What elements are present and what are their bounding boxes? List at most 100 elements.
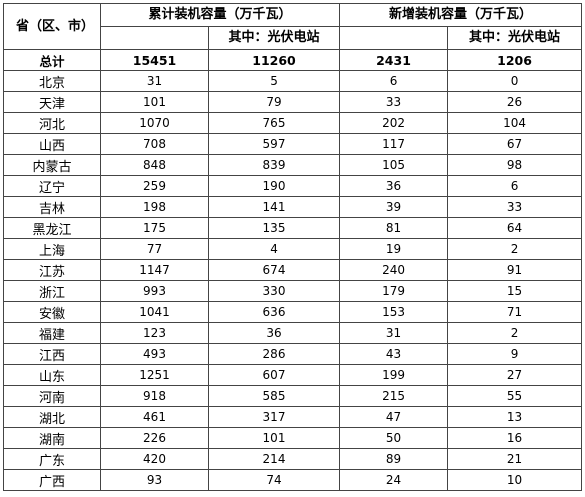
new-pv-cell: 55 <box>447 385 583 407</box>
new-pv-cell: 2 <box>447 238 583 260</box>
province-name: 天津 <box>3 91 101 113</box>
cum-total-cell: 848 <box>100 154 209 176</box>
new-total-cell: 240 <box>339 259 449 281</box>
province-name: 河南 <box>3 385 101 407</box>
cum-pv-cell: 4 <box>207 238 341 260</box>
new-total-cell: 81 <box>339 217 449 239</box>
cum-pv-cell: 636 <box>207 301 341 323</box>
cum-total-cell: 708 <box>100 133 209 155</box>
table-row: 河南 918 585 215 55 <box>3 385 583 407</box>
cum-pv-cell: 101 <box>207 427 341 449</box>
cumulative-pv-header: 其中：光伏电站 <box>207 26 341 50</box>
new-header: 新增装机容量（万千瓦） <box>339 3 583 27</box>
cum-pv-cell: 330 <box>207 280 341 302</box>
table-row: 江西 493 286 43 9 <box>3 343 583 365</box>
table-row: 湖北 461 317 47 13 <box>3 406 583 428</box>
cum-pv-cell: 317 <box>207 406 341 428</box>
province-name: 福建 <box>3 322 101 344</box>
new-pv-cell: 6 <box>447 175 583 197</box>
cum-pv-cell: 135 <box>207 217 341 239</box>
new-total-cell: 19 <box>339 238 449 260</box>
cum-pv-cell: 190 <box>207 175 341 197</box>
cum-pv-cell: 79 <box>207 91 341 113</box>
region-header: 省（区、市） <box>3 3 101 50</box>
cum-total-cell: 420 <box>100 448 209 470</box>
table-row: 广西 93 74 24 10 <box>3 469 583 491</box>
new-total-cell: 24 <box>339 469 449 491</box>
cum-total-cell: 493 <box>100 343 209 365</box>
capacity-table: 省（区、市） 累计装机容量（万千瓦） 新增装机容量（万千瓦） 其中：光伏电站 其… <box>3 3 583 491</box>
province-name: 山东 <box>3 364 101 386</box>
cum-pv-cell: 141 <box>207 196 341 218</box>
cum-total-cell: 1041 <box>100 301 209 323</box>
new-pv-cell: 64 <box>447 217 583 239</box>
new-pv-cell: 9 <box>447 343 583 365</box>
table-row: 内蒙古 848 839 105 98 <box>3 154 583 176</box>
cum-pv-cell: 607 <box>207 364 341 386</box>
new-total-cell: 43 <box>339 343 449 365</box>
cumulative-blank-header <box>100 26 209 50</box>
new-total-cell: 39 <box>339 196 449 218</box>
new-total-cell: 31 <box>339 322 449 344</box>
table-row: 吉林 198 141 39 33 <box>3 196 583 218</box>
cum-pv-cell: 765 <box>207 112 341 134</box>
province-name: 广东 <box>3 448 101 470</box>
province-name: 河北 <box>3 112 101 134</box>
cum-total-cell: 259 <box>100 175 209 197</box>
cum-total-cell: 93 <box>100 469 209 491</box>
new-total-cell: 47 <box>339 406 449 428</box>
province-name: 江西 <box>3 343 101 365</box>
new-pv-header: 其中：光伏电站 <box>447 26 583 50</box>
new-pv-cell: 98 <box>447 154 583 176</box>
new-total-cell: 36 <box>339 175 449 197</box>
table-row: 湖南 226 101 50 16 <box>3 427 583 449</box>
cum-pv-cell: 839 <box>207 154 341 176</box>
cum-total-cell: 993 <box>100 280 209 302</box>
new-pv-cell: 67 <box>447 133 583 155</box>
new-total-cell: 33 <box>339 91 449 113</box>
new-total-cell: 153 <box>339 301 449 323</box>
cum-total-cell: 1147 <box>100 259 209 281</box>
province-name: 山西 <box>3 133 101 155</box>
cum-pv-cell: 597 <box>207 133 341 155</box>
province-name: 安徽 <box>3 301 101 323</box>
new-total-cell: 215 <box>339 385 449 407</box>
region-header-text: 省（区、市） <box>16 18 95 34</box>
table-row: 黑龙江 175 135 81 64 <box>3 217 583 239</box>
new-pv-cell: 104 <box>447 112 583 134</box>
cum-total-cell: 1070 <box>100 112 209 134</box>
total-row: 总计 15451 11260 2431 1206 <box>3 49 583 71</box>
cum-total-cell: 198 <box>100 196 209 218</box>
new-pv-cell: 13 <box>447 406 583 428</box>
cum-total-cell: 101 <box>100 91 209 113</box>
total-cum-pv: 11260 <box>207 49 341 71</box>
province-name: 北京 <box>3 70 101 92</box>
new-total-cell: 6 <box>339 70 449 92</box>
cum-total-cell: 226 <box>100 427 209 449</box>
new-total-cell: 117 <box>339 133 449 155</box>
new-pv-cell: 15 <box>447 280 583 302</box>
cum-pv-cell: 74 <box>207 469 341 491</box>
table-row: 天津 101 79 33 26 <box>3 91 583 113</box>
new-total-cell: 199 <box>339 364 449 386</box>
total-cum: 15451 <box>100 49 209 71</box>
table-row: 山西 708 597 117 67 <box>3 133 583 155</box>
cum-total-cell: 77 <box>100 238 209 260</box>
new-pv-cell: 2 <box>447 322 583 344</box>
new-total-cell: 202 <box>339 112 449 134</box>
table-row: 辽宁 259 190 36 6 <box>3 175 583 197</box>
cumulative-header: 累计装机容量（万千瓦） <box>99 3 341 27</box>
new-pv-cell: 21 <box>447 448 583 470</box>
new-pv-cell: 91 <box>447 259 583 281</box>
new-pv-cell: 33 <box>447 196 583 218</box>
cum-total-cell: 461 <box>100 406 209 428</box>
new-total-cell: 50 <box>339 427 449 449</box>
cum-total-cell: 1251 <box>100 364 209 386</box>
new-pv-cell: 27 <box>447 364 583 386</box>
new-total-cell: 89 <box>339 448 449 470</box>
province-name: 湖南 <box>3 427 101 449</box>
cum-total-cell: 123 <box>100 322 209 344</box>
table-row: 江苏 1147 674 240 91 <box>3 259 583 281</box>
province-name: 江苏 <box>3 259 101 281</box>
total-new: 2431 <box>339 49 449 71</box>
